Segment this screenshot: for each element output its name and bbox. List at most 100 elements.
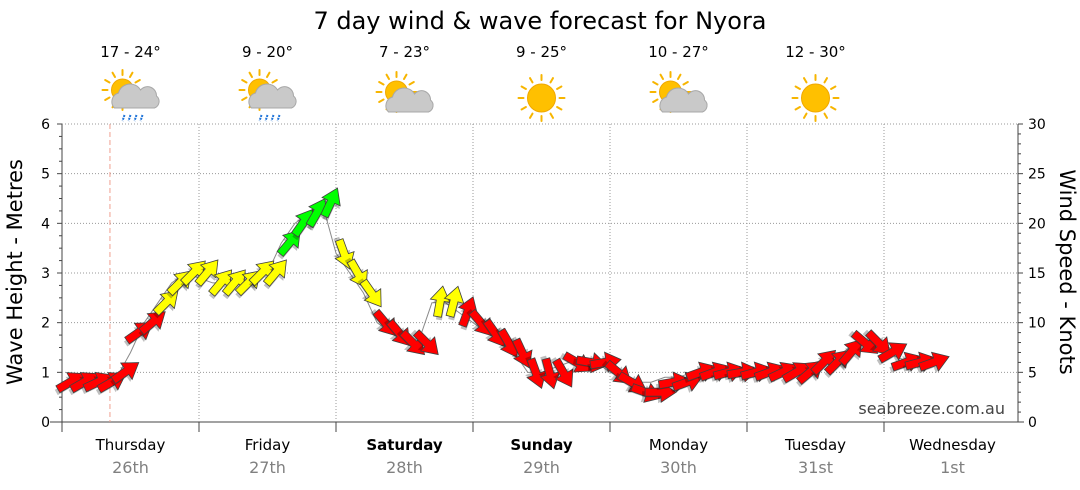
wind-arrow [221, 269, 246, 300]
sun-ray [403, 73, 408, 81]
wind-arrow [305, 198, 327, 231]
wind-arrow-body [276, 229, 301, 258]
wind-arrow [138, 311, 166, 338]
wind-arrow [550, 357, 574, 388]
sun-ray [529, 77, 534, 84]
left-axis: 0 1 2 3 4 5 6 [41, 117, 62, 431]
temperature-range: 7 - 23° [379, 43, 430, 61]
wind-arrow [457, 296, 478, 331]
sun-ray [271, 79, 278, 84]
wind-arrow-body [526, 357, 547, 389]
sun-ray [652, 98, 659, 103]
sun-ray [830, 85, 837, 90]
temperature-range: 10 - 27° [648, 43, 709, 61]
temperature-range: 12 - 30° [785, 43, 846, 61]
sun-ray [794, 106, 801, 111]
left-tick-label: 0 [41, 415, 50, 431]
day-name-label: Thursday [95, 436, 166, 454]
wind-arrow [466, 308, 493, 337]
wind-arrow [848, 329, 879, 354]
wave-layer [62, 202, 926, 383]
wind-arrow [262, 259, 287, 290]
wind-arrow [344, 257, 368, 289]
sun-ray [794, 85, 801, 90]
left-tick-label: 1 [41, 365, 50, 381]
sun-ray [248, 71, 253, 79]
wind-arrow-body [443, 285, 465, 318]
sun-ray [549, 77, 554, 84]
right-tick-label: 5 [1028, 365, 1037, 381]
wind-arrow [916, 351, 950, 374]
wind-arrow [838, 338, 863, 369]
right-tick-label: 15 [1028, 266, 1046, 282]
sun-ray [241, 96, 248, 101]
watermark: seabreeze.com.au [858, 399, 1005, 418]
wind-arrow-body [429, 285, 451, 318]
rain-drop [264, 114, 269, 122]
sun-ray [529, 112, 534, 119]
sun-ray [549, 112, 554, 119]
day-date-label: 26th [112, 458, 149, 477]
wind-arrow [180, 260, 206, 289]
wind-arrow-body [399, 329, 426, 356]
sun-ray [408, 81, 415, 86]
rain-drop [276, 114, 281, 122]
wind-arrow-body [850, 329, 879, 354]
sun-ray [682, 81, 689, 86]
wind-arrow-body [180, 260, 206, 287]
sun-ray [803, 112, 808, 119]
sun-disc [527, 83, 556, 113]
wind-arrow-body [838, 338, 863, 367]
wind-arrow [208, 269, 233, 300]
sun-ray [241, 79, 248, 84]
wind-arrow-body [552, 357, 574, 388]
sun-cloud-icon [375, 71, 434, 113]
day-date-label: 30th [660, 458, 697, 477]
wind-arrow [396, 329, 426, 356]
sun-cloud-icon [649, 71, 708, 113]
wind-arrow [357, 278, 382, 308]
cloud-shape [111, 83, 160, 109]
sun-ray [104, 96, 111, 101]
wind-arrow-body [320, 187, 341, 219]
day-date-label: 1st [940, 458, 965, 477]
right-tick-label: 30 [1028, 117, 1046, 133]
right-tick-label: 10 [1028, 316, 1046, 332]
left-tick-label: 6 [41, 117, 50, 133]
wind-arrow-body [138, 311, 166, 336]
wind-arrow [876, 342, 908, 366]
wind-arrow [525, 356, 547, 389]
wind-arrow [276, 229, 301, 260]
rain-drop [121, 114, 126, 122]
cloud-shape [659, 87, 708, 113]
wind-arrow-body [262, 259, 287, 287]
day-name-label: Saturday [366, 436, 443, 454]
sun-ray [266, 71, 271, 79]
wind-arrow [410, 329, 439, 356]
wind-arrow [810, 349, 837, 378]
temperature-range: 9 - 25° [516, 43, 567, 61]
sun-icon [791, 74, 840, 122]
right-tick-label: 0 [1028, 415, 1037, 431]
rain-drop [270, 114, 275, 122]
wind-arrow-body [865, 329, 891, 356]
forecast-row: 17 - 24° 9 - 20° 7 - 23° 9 - 25° 10 - 27° 12 … [100, 43, 846, 122]
wind-arrow [248, 260, 275, 289]
sun-ray [823, 112, 828, 119]
sun-ray [823, 77, 828, 84]
wind-arrow-body [468, 308, 493, 337]
cloud-shape [248, 83, 297, 109]
sun-ray [520, 106, 527, 111]
wind-arrow [443, 285, 465, 321]
wind-layer [54, 187, 950, 404]
cloud-shape [385, 87, 434, 113]
wind-arrow-body [248, 260, 275, 287]
x-axis: Thursday 26th Friday 27th Saturday 28th Sunday… [61, 422, 996, 477]
temperature-range: 17 - 24° [100, 43, 161, 61]
sun-disc [801, 83, 830, 113]
sun-ray [378, 81, 385, 86]
rain-drop [127, 114, 132, 122]
rain-drop [139, 114, 144, 122]
sun-ray [556, 85, 563, 90]
